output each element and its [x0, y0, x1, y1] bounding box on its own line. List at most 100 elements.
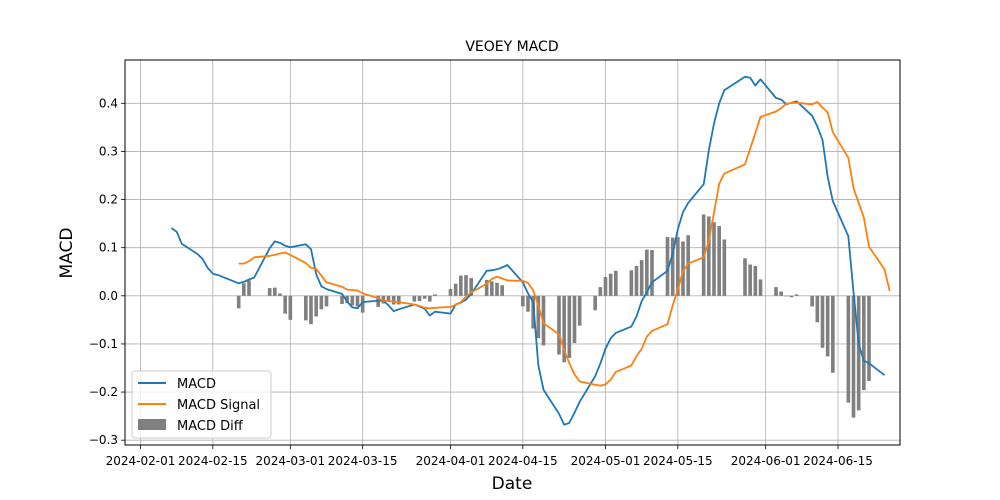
y-tick-label: −0.3: [89, 433, 118, 447]
legend-diff-label: MACD Diff: [177, 419, 244, 434]
macd-diff-bar: [577, 295, 582, 326]
macd-diff-bar: [324, 295, 329, 307]
macd-diff-bar: [500, 285, 504, 296]
gridlines: [125, 60, 900, 445]
macd-diff-bar: [831, 295, 835, 373]
axis-ticks: 2024-02-01 2024-02-15 2024-03-01 2024-03-15…: [89, 96, 873, 468]
chart-title: VEOEY MACD: [465, 39, 558, 55]
y-tick-label: 0.1: [99, 241, 118, 255]
macd-diff-bar: [810, 295, 814, 307]
macd-diff-bar: [645, 249, 649, 296]
macd-diff-bar: [360, 295, 365, 313]
x-tick-label: 2024-06-01: [731, 454, 801, 468]
x-tick-label: 2024-05-15: [643, 454, 713, 468]
macd-diff-bar: [614, 270, 618, 296]
macd-diff-bar: [247, 280, 251, 296]
legend-macd-label: MACD: [177, 377, 216, 392]
macd-diff-bar: [681, 241, 685, 296]
macd-diff-bar: [417, 295, 422, 302]
legend-signal-label: MACD Signal: [177, 398, 260, 413]
macd-diff-bar: [283, 295, 287, 314]
legend-box: [131, 370, 272, 439]
x-tick-label: 2024-04-15: [488, 454, 558, 468]
macd-diff-bar: [490, 281, 494, 296]
macd-diff-bar: [562, 295, 566, 363]
macd-lines: [170, 75, 891, 426]
macd-diff-bar: [536, 295, 541, 339]
macd-diff-bar: [314, 295, 318, 317]
macd-diff-bar: [593, 295, 597, 311]
macd-diff-bar: [304, 295, 308, 321]
macd-diff-bar: [712, 222, 716, 296]
macd-diff-bar: [495, 282, 499, 296]
legend-diff-swatch: [138, 419, 166, 430]
y-tick-label: −0.2: [89, 385, 118, 399]
macd-diff-bar: [464, 275, 468, 296]
macd-diff-bar: [722, 239, 727, 296]
macd-diff-bars: [236, 214, 871, 418]
macd-diff-bar: [236, 295, 241, 309]
macd-diff-bar: [350, 295, 355, 306]
macd-diff-bar: [340, 295, 344, 304]
macd-diff-bar: [526, 295, 530, 312]
macd-diff-bar: [386, 295, 391, 301]
macd-diff-bar: [391, 295, 396, 305]
x-tick-label: 2024-05-01: [571, 454, 641, 468]
x-tick-label: 2024-03-15: [328, 454, 398, 468]
macd-diff-bar: [676, 237, 680, 296]
macd-diff-bar: [639, 260, 644, 296]
y-tick-label: 0.0: [99, 289, 118, 303]
x-tick-label: 2024-02-01: [106, 454, 176, 468]
macd-diff-bar: [448, 289, 453, 296]
x-tick-label: 2024-03-01: [255, 454, 325, 468]
x-tick-label: 2024-04-01: [416, 454, 486, 468]
macd-diff-bar: [422, 295, 427, 299]
macd-diff-bar: [686, 235, 690, 296]
macd-diff-bar: [815, 295, 820, 323]
legend: MACD MACD Signal MACD Diff: [131, 370, 272, 439]
macd-diff-bar: [412, 295, 417, 302]
macd-signal-line: [238, 101, 891, 387]
macd-diff-bar: [572, 295, 577, 343]
macd-diff-bar: [273, 287, 277, 296]
y-tick-label: 0.2: [99, 193, 118, 207]
macd-diff-bar: [867, 295, 871, 381]
macd-diff-bar: [242, 283, 246, 296]
macd-diff-bar: [288, 295, 293, 320]
macd-diff-bar: [743, 258, 747, 296]
macd-diff-bar: [453, 283, 458, 296]
macd-diff-bar: [856, 295, 861, 411]
macd-diff-bar: [319, 295, 324, 310]
macd-diff-bar: [603, 277, 608, 296]
macd-diff-bar: [758, 279, 763, 296]
macd-diff-bar: [717, 226, 721, 296]
macd-diff-bar: [774, 287, 778, 296]
macd-diff-bar: [779, 291, 783, 296]
macd-diff-bar: [629, 270, 634, 296]
macd-diff-bar: [634, 265, 639, 296]
macd-diff-bar: [267, 288, 272, 296]
macd-diff-bar: [665, 237, 670, 296]
y-axis-title: MACD: [57, 228, 77, 279]
macd-diff-bar: [459, 275, 463, 296]
macd-diff-bar: [784, 295, 789, 297]
macd-diff-bar: [820, 295, 825, 348]
plot-frame: [124, 59, 901, 446]
macd-diff-bar: [825, 295, 830, 357]
macd-diff-bar: [753, 265, 758, 296]
macd-diff-bar: [278, 293, 282, 296]
macd-diff-bar: [397, 295, 401, 305]
macd-diff-bar: [309, 295, 313, 325]
x-tick-label: 2024-06-15: [803, 454, 873, 468]
macd-line: [170, 75, 886, 426]
macd-diff-bar: [748, 264, 752, 296]
macd-diff-bar: [707, 216, 711, 296]
macd-diff-bar: [355, 295, 360, 307]
macd-diff-bar: [521, 295, 525, 307]
macd-diff-bar: [650, 250, 654, 296]
macd-diff-bar: [428, 295, 432, 302]
x-tick-label: 2024-02-15: [178, 454, 248, 468]
macd-diff-bar: [433, 294, 437, 296]
